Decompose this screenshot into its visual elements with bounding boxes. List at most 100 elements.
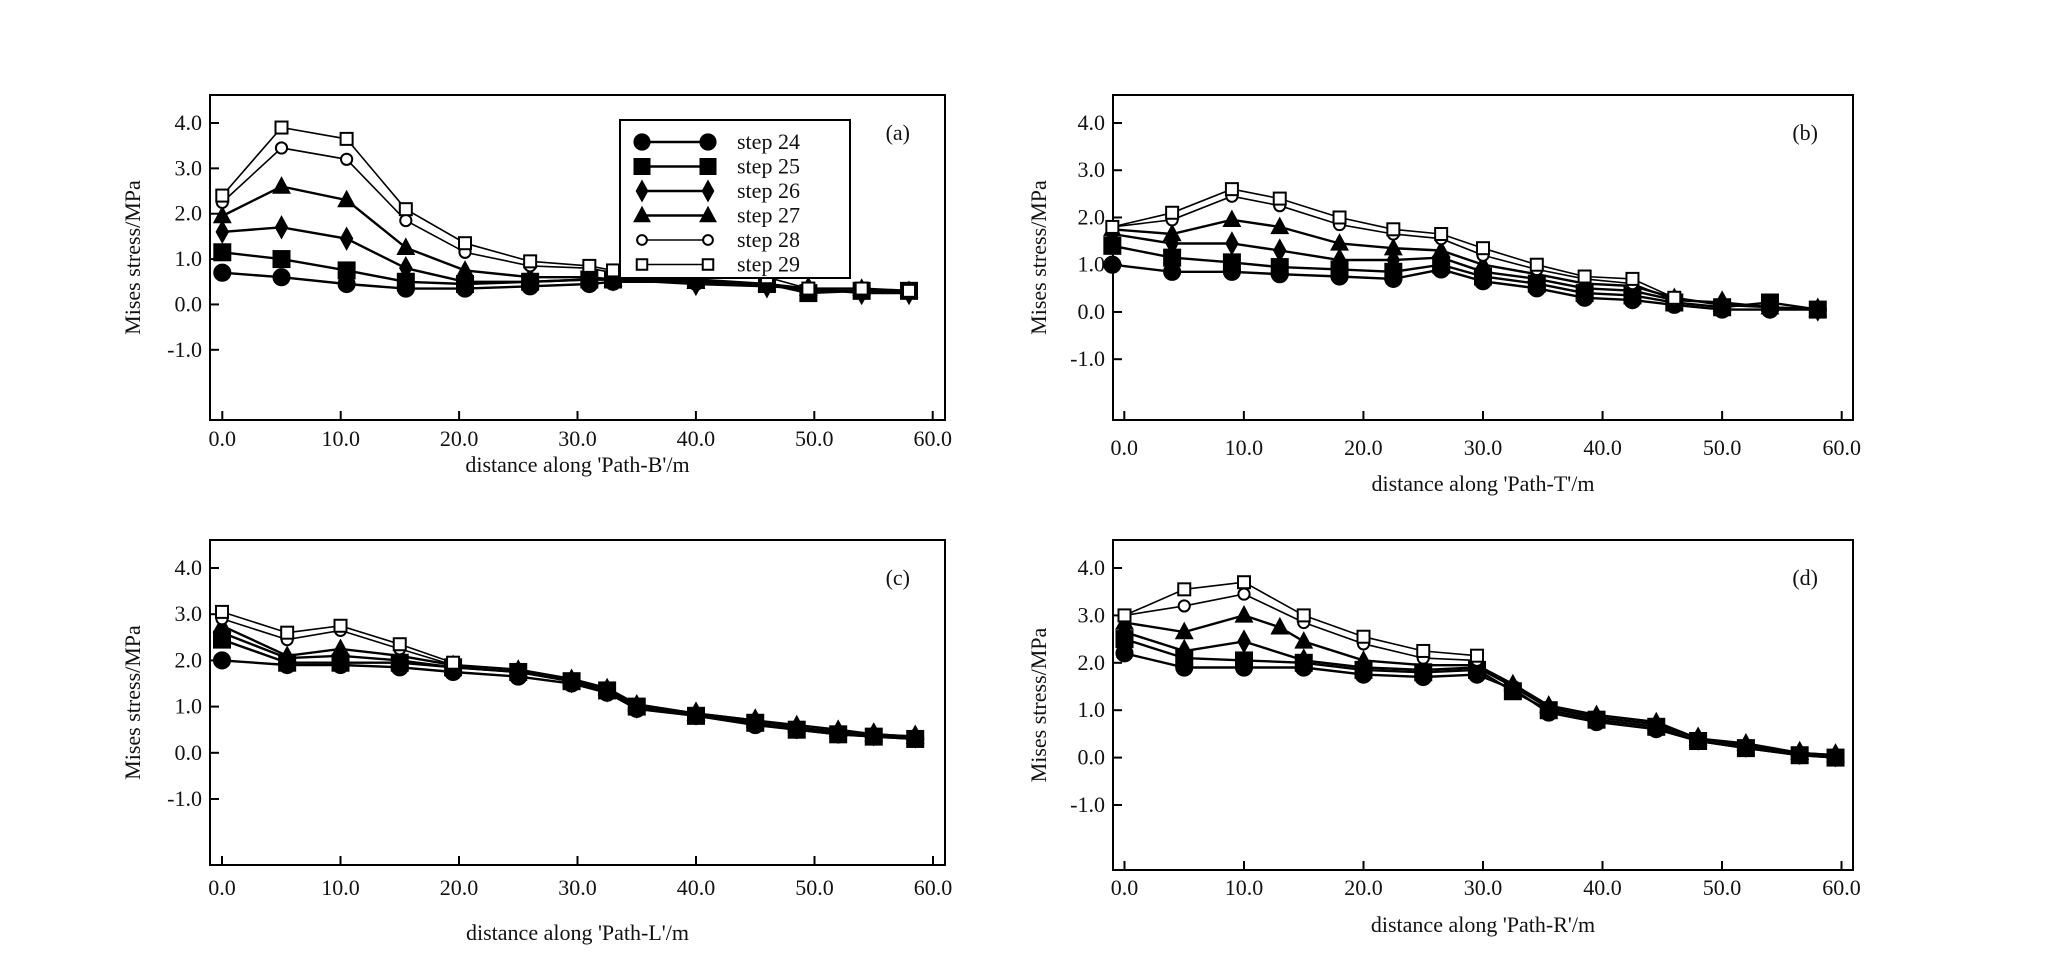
data-point <box>1270 616 1290 635</box>
x-tick-label: 30.0 <box>1464 435 1503 460</box>
data-point <box>1736 733 1756 751</box>
series-step-27 <box>1115 605 1845 763</box>
data-point <box>1473 254 1493 272</box>
data-point <box>579 266 599 285</box>
data-point <box>339 131 354 146</box>
legend-entry: step 24 <box>737 129 800 154</box>
x-tick-label: 0.0 <box>1111 435 1139 460</box>
data-point <box>627 693 647 712</box>
x-tick-label: 30.0 <box>558 875 597 900</box>
data-point <box>1503 673 1523 692</box>
data-point <box>1577 269 1592 284</box>
data-point <box>333 618 348 633</box>
data-point <box>277 645 297 663</box>
data-point <box>280 625 295 640</box>
data-point <box>508 659 528 677</box>
data-point <box>446 655 461 670</box>
y-tick-label: 3.0 <box>1078 602 1106 627</box>
data-point <box>455 260 475 278</box>
data-point <box>1165 231 1179 256</box>
data-point <box>520 266 540 285</box>
data-point <box>1162 223 1182 242</box>
data-point <box>1105 219 1120 234</box>
data-point <box>1296 608 1311 623</box>
y-tick-label: 0.0 <box>1078 299 1106 324</box>
data-point <box>582 258 597 273</box>
legend-marker <box>699 205 717 223</box>
data-point <box>1470 648 1485 663</box>
chart-panel-c: -1.0 0.0 1.0 2.0 3.0 4.0 0.0 10.0 20.0 30.0 40.0 50… <box>120 539 952 945</box>
data-point <box>213 243 232 262</box>
data-point <box>1235 651 1253 670</box>
y-tick-label: 2.0 <box>1078 650 1106 675</box>
data-point <box>1790 742 1810 761</box>
series-line <box>1112 244 1818 311</box>
data-point <box>1332 247 1347 273</box>
data-point <box>1625 271 1640 286</box>
data-point <box>1117 608 1132 623</box>
y-axis-label: Mises stress/MPa <box>120 180 145 335</box>
y-tick-label: -1.0 <box>167 337 202 362</box>
y-tick-label: -1.0 <box>1070 792 1105 817</box>
data-point <box>272 250 291 269</box>
data-point <box>1272 238 1287 263</box>
y-tick-label: -1.0 <box>1070 346 1105 371</box>
legend-marker <box>633 158 651 175</box>
x-axis-label: distance along 'Path-B'/m <box>465 452 689 477</box>
legend-marker <box>699 158 717 175</box>
data-point <box>905 726 925 744</box>
data-point <box>331 638 350 657</box>
data-point <box>523 254 538 269</box>
data-point <box>337 261 356 280</box>
x-tick-label: 20.0 <box>440 426 479 451</box>
data-point <box>801 281 816 296</box>
y-tick-label: 1.0 <box>1078 252 1106 277</box>
y-tick-label: 0.0 <box>1078 745 1106 770</box>
x-tick-label: 40.0 <box>1583 875 1622 900</box>
data-point <box>1103 255 1122 274</box>
y-tick-label: 4.0 <box>1078 555 1106 580</box>
data-point <box>212 205 232 224</box>
y-tick-label: 1.0 <box>175 694 203 719</box>
y-axis-label: Mises stress/MPa <box>120 625 145 780</box>
x-tick-label: 50.0 <box>1703 435 1742 460</box>
data-point <box>1330 233 1349 251</box>
data-point <box>745 710 765 728</box>
data-point <box>396 272 415 291</box>
y-tick-label: 2.0 <box>175 201 203 226</box>
data-point <box>274 120 289 135</box>
data-point <box>597 677 617 696</box>
data-point <box>215 188 230 203</box>
legend-marker <box>699 133 717 151</box>
data-point <box>1587 704 1606 723</box>
legend-box <box>619 119 851 279</box>
data-point <box>215 219 230 245</box>
x-tick-label: 20.0 <box>440 875 479 900</box>
x-tick-label: 10.0 <box>1225 435 1264 460</box>
data-point <box>1529 257 1544 272</box>
data-point <box>828 719 848 737</box>
data-point <box>215 604 229 619</box>
data-point <box>1222 253 1241 272</box>
legend-entry: step 27 <box>737 203 800 228</box>
legend-entry: step 29 <box>737 252 800 277</box>
x-tick-label: 0.0 <box>1111 875 1139 900</box>
data-point <box>1222 209 1242 228</box>
legend-marker <box>635 179 649 203</box>
y-tick-label: 1.0 <box>1078 697 1106 722</box>
data-point <box>1712 294 1732 313</box>
data-point <box>1165 205 1180 220</box>
legend-marker <box>636 234 648 246</box>
data-point <box>339 226 354 251</box>
data-point <box>1688 728 1708 746</box>
x-tick-label: 20.0 <box>1344 875 1383 900</box>
data-point <box>606 263 621 278</box>
data-point <box>1808 299 1828 317</box>
x-tick-label: 40.0 <box>1583 435 1622 460</box>
x-axis-label: distance along 'Path-R'/m <box>1371 912 1595 937</box>
y-tick-label: -1.0 <box>167 786 202 811</box>
data-point <box>1383 237 1403 256</box>
legend-entry: step 28 <box>737 227 800 252</box>
legend-marker <box>701 258 715 271</box>
